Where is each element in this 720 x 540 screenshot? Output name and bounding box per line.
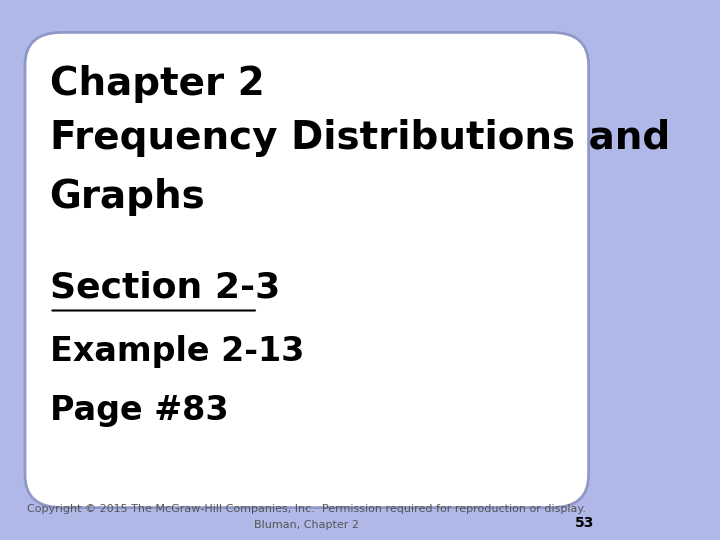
Text: Example 2-13: Example 2-13 <box>50 335 304 368</box>
Text: Bluman, Chapter 2: Bluman, Chapter 2 <box>254 520 359 530</box>
Text: Section 2-3: Section 2-3 <box>50 270 280 304</box>
Text: 53: 53 <box>575 516 595 530</box>
FancyBboxPatch shape <box>25 32 589 508</box>
Text: Frequency Distributions and: Frequency Distributions and <box>50 119 670 157</box>
Text: Chapter 2: Chapter 2 <box>50 65 264 103</box>
Text: Copyright © 2015 The McGraw-Hill Companies, Inc.  Permission required for reprod: Copyright © 2015 The McGraw-Hill Compani… <box>27 504 586 514</box>
Text: Graphs: Graphs <box>50 178 205 216</box>
Text: Page #83: Page #83 <box>50 394 228 427</box>
